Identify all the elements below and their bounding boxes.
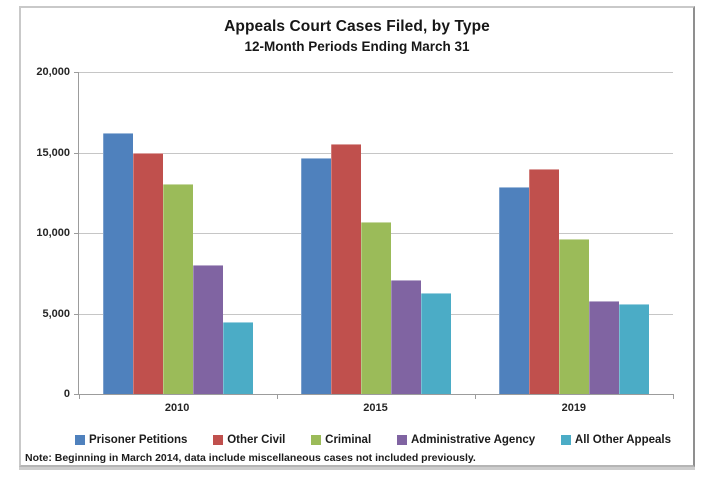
bar-prisoner-petitions-2010 bbox=[103, 133, 133, 394]
bar-group-2010 bbox=[79, 72, 277, 394]
legend-swatch-icon bbox=[75, 435, 85, 445]
bar-other-civil-2010 bbox=[133, 152, 163, 394]
legend-item-all-other-appeals: All Other Appeals bbox=[560, 434, 671, 446]
y-axis-tick bbox=[74, 394, 79, 395]
chart-title: Appeals Court Cases Filed, by Type bbox=[224, 18, 490, 35]
legend-swatch-icon bbox=[311, 435, 322, 445]
plot-area: 0 5,000 10,000 15,000 20,000 bbox=[36, 66, 674, 400]
chart-frame: Appeals Court Cases Filed, by Type 12-Mo… bbox=[19, 6, 695, 467]
x-axis-tick bbox=[673, 394, 674, 399]
gridline bbox=[79, 152, 673, 154]
y-axis-label: 0 bbox=[63, 388, 70, 400]
y-axis-label: 10,000 bbox=[36, 227, 70, 239]
x-axis-label-2019: 2019 bbox=[561, 402, 587, 414]
bar-administrative-agency-2019 bbox=[589, 300, 619, 394]
legend-label: All Other Appeals bbox=[574, 434, 671, 446]
legend-label: Prisoner Petitions bbox=[89, 434, 188, 446]
y-axis-label: 20,000 bbox=[36, 66, 70, 78]
bar-all-other-appeals-2019 bbox=[619, 303, 649, 394]
y-axis-label: 5,000 bbox=[42, 307, 70, 320]
bar-criminal-2015 bbox=[361, 221, 391, 394]
bar-administrative-agency-2010 bbox=[193, 265, 223, 394]
bar-prisoner-petitions-2019 bbox=[499, 187, 529, 394]
y-axis-tick bbox=[74, 233, 79, 234]
bar-groups bbox=[79, 72, 673, 394]
y-axis-tick bbox=[74, 72, 79, 73]
x-axis-tick bbox=[277, 394, 278, 399]
bar-other-civil-2015 bbox=[331, 143, 361, 394]
x-axis-tick bbox=[475, 394, 476, 399]
legend-swatch-icon bbox=[213, 435, 224, 445]
title-block: Appeals Court Cases Filed, by Type 12-Mo… bbox=[21, 18, 693, 54]
bar-prisoner-petitions-2015 bbox=[301, 158, 331, 394]
bar-group-2015 bbox=[277, 72, 475, 394]
y-axis-label: 15,000 bbox=[36, 146, 70, 159]
bar-criminal-2019 bbox=[559, 238, 589, 394]
bar-all-other-appeals-2015 bbox=[421, 292, 451, 394]
bar-group-2019 bbox=[475, 72, 673, 394]
legend-label: Administrative Agency bbox=[410, 434, 536, 446]
legend-item-other-civil: Other Civil bbox=[213, 434, 285, 446]
x-axis-label-2010: 2010 bbox=[164, 402, 190, 414]
x-axis-label-2015: 2015 bbox=[363, 402, 388, 414]
bar-all-other-appeals-2010 bbox=[223, 321, 253, 394]
legend: Prisoner Petitions Other Civil Criminal Adm… bbox=[75, 434, 671, 446]
y-axis-tick bbox=[74, 152, 79, 154]
legend-swatch-icon bbox=[560, 435, 571, 445]
legend-item-administrative-agency: Administrative Agency bbox=[396, 434, 536, 446]
legend-item-criminal: Criminal bbox=[311, 434, 371, 446]
legend-label: Other Civil bbox=[227, 434, 286, 446]
bar-administrative-agency-2015 bbox=[391, 279, 421, 394]
x-axis-labels: 2010 2015 2019 bbox=[78, 402, 673, 414]
legend-swatch-icon bbox=[396, 435, 407, 445]
gridline bbox=[79, 72, 673, 73]
bar-other-civil-2019 bbox=[529, 169, 559, 394]
chart-subtitle: 12-Month Periods Ending March 31 bbox=[244, 39, 470, 54]
legend-label: Criminal bbox=[325, 434, 372, 446]
x-axis-tick bbox=[79, 394, 80, 399]
y-axis-tick bbox=[74, 313, 79, 315]
bar-criminal-2010 bbox=[163, 183, 193, 394]
note-text: Note: Beginning in March 2014, data incl… bbox=[25, 452, 476, 464]
legend-item-prisoner-petitions: Prisoner Petitions bbox=[75, 434, 187, 446]
